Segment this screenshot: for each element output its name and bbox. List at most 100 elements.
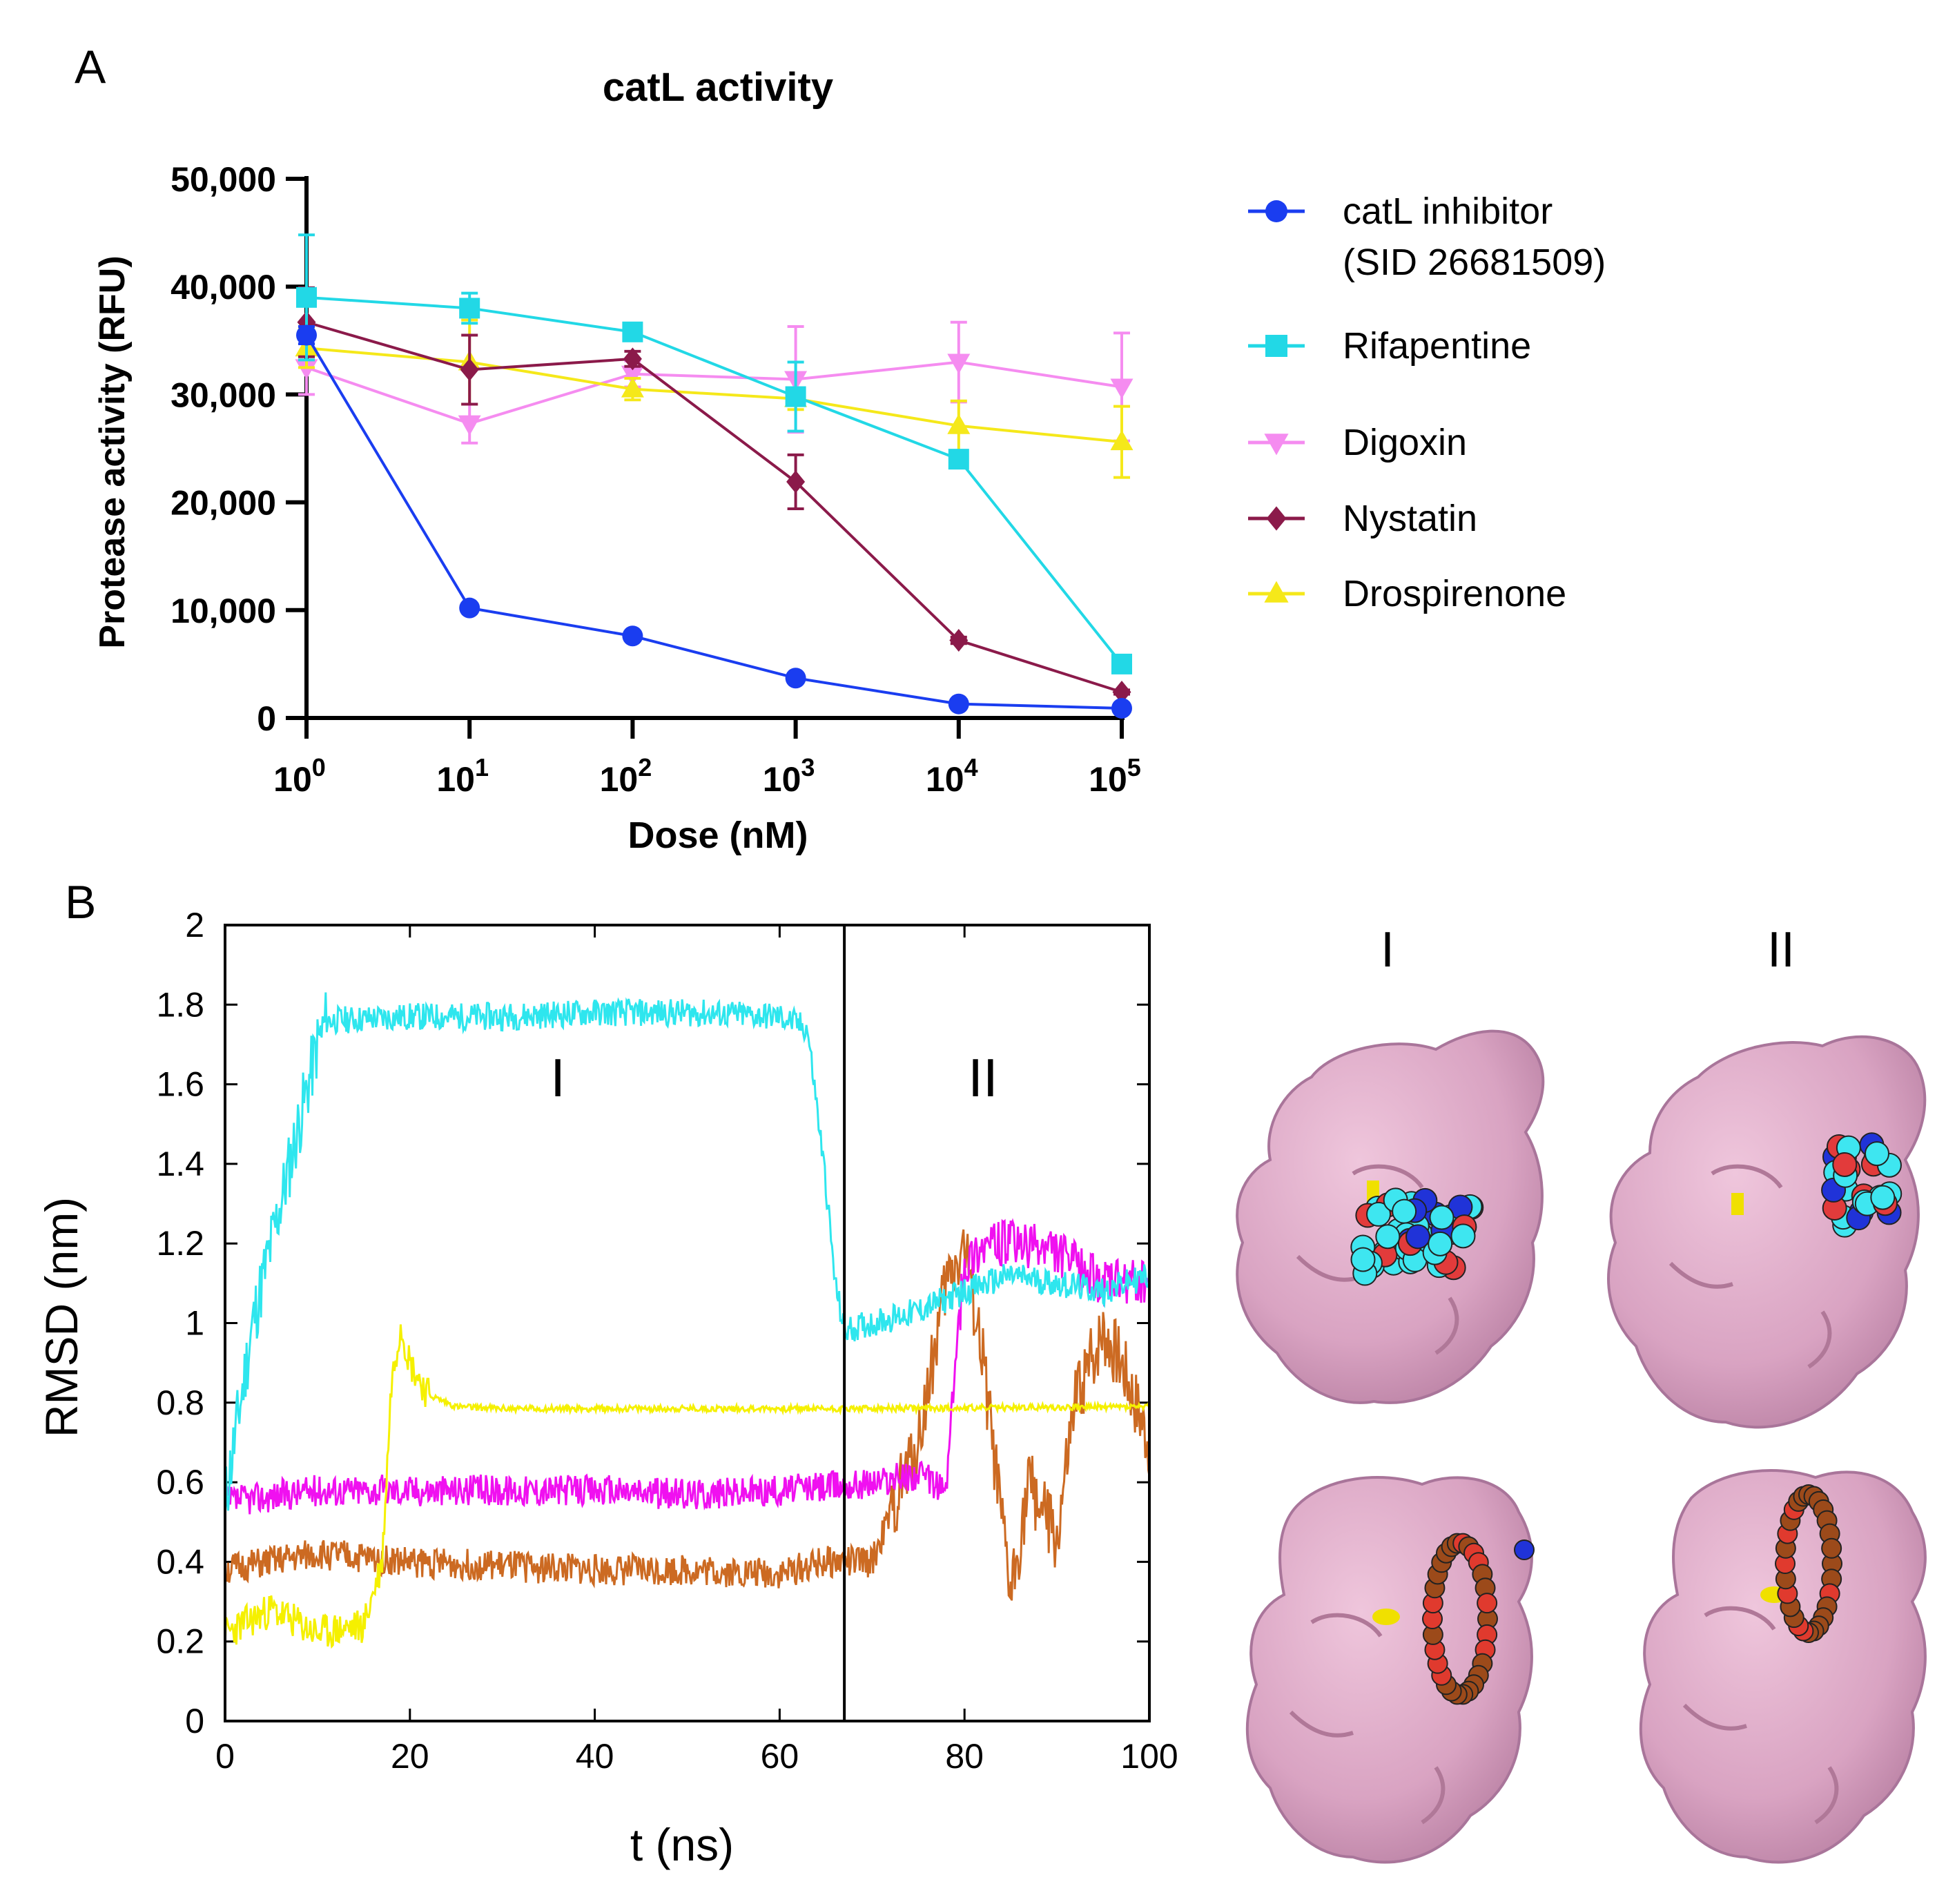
structure-nystatin-state-i [1245, 1476, 1535, 1864]
panel-b-frame [224, 924, 1151, 1722]
ligand-atom [1832, 1152, 1858, 1177]
protein-surface-ridges [1668, 1164, 1832, 1369]
series-line [305, 334, 1122, 710]
panel-b-data: I II [224, 924, 1151, 1722]
panel-a-ylabel: Protease activity (RFU) [93, 255, 133, 648]
protein-surface [1607, 1035, 1927, 1429]
panel-b-xtick-label: 40 [576, 1737, 614, 1776]
data-point [948, 693, 969, 715]
panel-a-ytick-label: 50,000 [171, 160, 276, 199]
active-site-yellow [1372, 1609, 1400, 1625]
trace-cyan [225, 992, 1149, 1511]
protein-surface [1245, 1476, 1533, 1864]
legend-marker [1265, 200, 1287, 222]
data-point [947, 414, 971, 434]
data-point [459, 597, 480, 619]
ligand-atom [1366, 1201, 1392, 1227]
panel-b-ytick-label: 0.2 [156, 1622, 204, 1661]
panel-a-xtick-label: 101 [436, 753, 489, 799]
data-point [949, 629, 969, 652]
series-nystatin [297, 286, 1131, 704]
panel-b-ytick-label: 2 [185, 906, 204, 944]
protein-surface [1639, 1469, 1927, 1864]
data-point [786, 470, 806, 494]
ligand-atom [1350, 1247, 1376, 1272]
panel-b-xtick-label: 20 [391, 1737, 429, 1776]
panel-a-xtick-label: 104 [926, 753, 978, 799]
data-point [1112, 681, 1131, 704]
structure-column-label-i: I [1381, 922, 1394, 978]
panel-b-chart: RMSD (nm) t (ns) 0 0.2 0.4 0.6 0.8 1 1.2 1.4 1.6… [36, 906, 1178, 1870]
legend-marker [1265, 335, 1287, 357]
protein-surface-ridges [1289, 1613, 1446, 1825]
panel-a-ytick-label: 0 [257, 699, 276, 738]
ligand-atom [1514, 1539, 1535, 1560]
panel-a-xtick-label: 105 [1089, 753, 1141, 799]
panel-b-ytick-label: 1.6 [156, 1065, 204, 1104]
data-point [622, 625, 643, 647]
trace-magenta [225, 1218, 1149, 1515]
panel-a-ytick-label: 30,000 [171, 376, 276, 414]
data-point [1111, 653, 1132, 674]
series-digoxin [295, 320, 1133, 445]
panel-b-xtick-label: 80 [945, 1737, 984, 1776]
ligand-atom [1375, 1224, 1401, 1250]
panel-a-xlabel: Dose (nM) [628, 815, 808, 856]
legend-label: catL inhibitor [1343, 191, 1553, 232]
series-catl-inhibitor [296, 324, 1132, 719]
ligand-cyan-spheres [1350, 1187, 1484, 1286]
ligand-cyan-spheres [1821, 1132, 1903, 1238]
data-point [947, 353, 971, 374]
panel-b-ytick-label: 1.8 [156, 985, 204, 1024]
ligand-atom [1450, 1223, 1476, 1249]
panel-b-axes: 00.20.40.60.811.21.41.61.820 20 40 60 80 100 [156, 906, 1178, 1776]
panel-b-ytick-label: 1.4 [156, 1145, 204, 1183]
ligand-atom [1405, 1224, 1431, 1250]
panel-b-xtick-label: 0 [215, 1737, 235, 1776]
data-point [296, 286, 317, 308]
panel-b-xlabel: t (ns) [630, 1819, 734, 1870]
series-line [306, 347, 1122, 444]
panel-a-title: catL activity [603, 65, 833, 110]
panel-b-ytick-label: 1.2 [156, 1224, 204, 1263]
panel-b-ytick-label: 0 [185, 1702, 204, 1740]
trace-yellow [225, 1324, 1149, 1649]
ligand-atom [1429, 1205, 1454, 1230]
ligand-atom [1870, 1185, 1896, 1210]
legend-marker [1264, 581, 1289, 603]
ligand-atom [1392, 1198, 1417, 1224]
panel-a-data [295, 233, 1133, 719]
legend-marker [1266, 506, 1287, 531]
legend-label: Rifapentine [1343, 325, 1531, 367]
panel-b-region-label: II [968, 1047, 998, 1108]
legend-label: Nystatin [1343, 498, 1477, 539]
structure-column-label-ii: II [1767, 922, 1795, 978]
data-point [785, 668, 806, 689]
panel-b-ytick-label: 0.8 [156, 1383, 204, 1422]
panel-label-b: B [65, 876, 96, 929]
structure-rifapentine-state-ii [1607, 1035, 1927, 1429]
data-point [295, 359, 318, 380]
panel-a-axes: 0 10,000 20,000 30,000 40,000 50,000 100 101 102… [171, 160, 1141, 799]
series-rifapentine [296, 233, 1132, 674]
protein-surface-ridges [1682, 1606, 1839, 1825]
panel-a-xtick-label: 100 [273, 753, 326, 799]
panel-a-xtick-label: 102 [600, 753, 652, 799]
data-point [296, 324, 317, 346]
legend-label-line2: (SID 26681509) [1343, 242, 1606, 283]
panel-b-xtick-label: 100 [1120, 1737, 1178, 1776]
ligand-atom [1428, 1231, 1453, 1256]
panel-b-ytick-label: 0.6 [156, 1463, 204, 1502]
series-line [306, 360, 1122, 425]
panel-a-ytick-label: 10,000 [171, 592, 276, 630]
series-drospirenone [295, 318, 1133, 479]
panel-b-xtick-label: 60 [761, 1737, 799, 1776]
data-point [459, 298, 480, 319]
ligand-brown-ring [1422, 1533, 1535, 1705]
series-line [306, 320, 1122, 694]
data-point [1110, 429, 1133, 451]
ligand-brown-ring [1775, 1484, 1842, 1643]
data-point [622, 321, 643, 342]
